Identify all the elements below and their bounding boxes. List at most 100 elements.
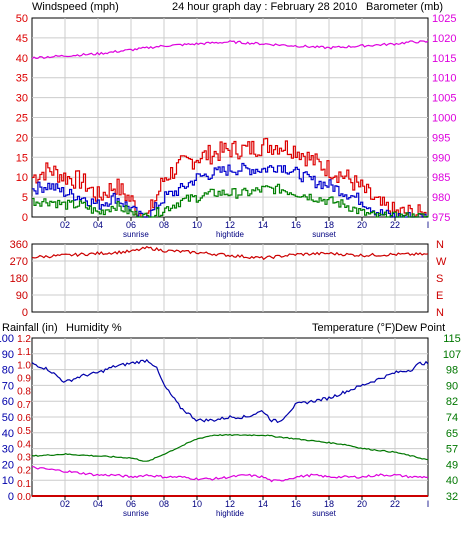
temperature-ytick-label: 98 [446,365,458,377]
wind-panel-xtick-label: 22 [390,220,400,230]
rainfall-ytick-label: 0.0 [17,492,31,503]
wind-ytick-label: 15 [16,152,28,164]
wind-ytick-label: 10 [16,172,28,184]
wind-ytick-label: 35 [16,73,28,85]
humidity-ytick-label: 30 [2,444,14,456]
humidity-panel-xtick-label: 16 [291,499,301,509]
humidity-panel-sunrise-label: sunrise [123,509,149,518]
wind-panel-xtick-label: 18 [324,220,334,230]
wind-ytick-label: 40 [16,53,28,65]
direction-compass-label: N [436,239,444,251]
barometer-ytick-label: 1020 [432,33,456,45]
barometer-ytick-label: 1015 [432,53,456,65]
wind-panel-sunset-label: sunset [312,230,336,239]
rainfall-ytick-label: 1.2 [17,334,31,345]
humidity-panel-xtick-end: I [427,499,430,509]
wind-ytick-label: 25 [16,113,28,125]
humidity-panel-xtick-label: 18 [324,499,334,509]
temperature-ytick-label: 32 [446,491,458,503]
direction-series-line [31,245,429,261]
temperature-ytick-label: 74 [446,412,458,424]
humidity-panel-xtick-label: 20 [357,499,367,509]
humidity-ytick-label: 0 [8,491,14,503]
humidity-ytick-label: 70 [2,380,14,392]
rainfall-axis-label: Rainfall (in) [2,322,58,334]
temperature-ytick-label: 49 [446,459,458,471]
wind-panel-xtick-label: 06 [126,220,136,230]
barometer-ytick-label: 985 [432,172,450,184]
wind-ytick-label: 20 [16,132,28,144]
temperature-ytick-label: 82 [446,396,458,408]
rainfall-ytick-label: 0.1 [17,479,31,490]
humidity-panel-xtick-label: 14 [258,499,268,509]
humidity-ytick-label: 20 [2,459,14,471]
humidity-panel-xtick-label: 04 [93,499,103,509]
wind-panel-xtick-label: 02 [60,220,70,230]
wind-panel-xtick-label: 14 [258,220,268,230]
humidity-panel-xtick-label: 10 [192,499,202,509]
wind-ytick-label: 45 [16,33,28,45]
barometer-ytick-label: 995 [432,132,450,144]
humidity-series-line-0 [31,358,429,424]
wind-ytick-label: 5 [22,192,28,204]
barometer-axis-label: Barometer (mb) [366,1,443,13]
humidity-panel-xtick-label: 22 [390,499,400,509]
humidity-ytick-label: 60 [2,396,14,408]
barometer-ytick-label: 990 [432,152,450,164]
barometer-ytick-label: 975 [432,212,450,224]
wind-ytick-label: 0 [22,212,28,224]
direction-ytick-label: 360 [10,239,28,251]
direction-compass-label: N [436,307,444,319]
temperature-ytick-label: 57 [446,444,458,456]
rainfall-ytick-label: 0.3 [17,453,31,464]
wind-panel-xtick-label: 10 [192,220,202,230]
direction-compass-label: S [436,273,443,285]
wind-ytick-label: 50 [16,13,28,25]
wind-panel-xtick-label: 08 [159,220,169,230]
humidity-panel-hightide-label: hightide [216,509,245,518]
humidity-ytick-label: 100 [0,333,14,345]
temperature-ytick-label: 115 [443,333,461,345]
direction-ytick-label: 0 [22,307,28,319]
rainfall-ytick-label: 1.0 [17,360,31,371]
barometer-ytick-label: 1010 [432,73,456,85]
humidity-panel-xtick-label: 08 [159,499,169,509]
wind-panel-xtick-label: 12 [225,220,235,230]
chart-title: 24 hour graph day : February 28 2010 [172,1,357,13]
humidity-series-line-1 [31,433,429,462]
wind-series-line-3 [31,40,429,60]
humidity-ytick-label: 90 [2,349,14,361]
barometer-ytick-label: 1000 [432,113,456,125]
wind-panel-xtick-label: 16 [291,220,301,230]
rainfall-ytick-label: 0.8 [17,387,31,398]
rainfall-ytick-label: 0.5 [17,426,31,437]
humidity-temperature-panel: 0 10 20 30 40 50 60 70 80 90 100 0.0 0.1 0.2 0.3 0.4 0.5… [0,333,461,518]
rainfall-ytick-label: 1.1 [17,347,31,358]
wind-series-line-0 [32,137,428,218]
humidity-series-line-2 [31,466,429,483]
wind-barometer-panel: 0510152025303540455097598098599099510001… [16,13,457,239]
barometer-ytick-label: 1005 [432,93,456,105]
wind-panel-xtick-label: 04 [93,220,103,230]
humidity-ytick-label: 50 [2,412,14,424]
rainfall-ytick-label: 0.6 [17,413,31,424]
temperature-ytick-label: 107 [443,349,461,361]
rainfall-ytick-label: 0.7 [17,400,31,411]
temperature-ytick-label: 40 [446,475,458,487]
direction-ytick-label: 180 [10,273,28,285]
wind-series-line-2 [32,183,429,218]
barometer-ytick-label: 1025 [432,13,456,25]
wind-panel-hightide-label: hightide [216,230,245,239]
humidity-ytick-label: 40 [2,428,14,440]
rainfall-ytick-label: 0.9 [17,374,31,385]
direction-ytick-label: 270 [10,256,28,268]
wind-ytick-label: 30 [16,93,28,105]
windspeed-axis-label: Windspeed (mph) [32,1,119,13]
temperature-ytick-label: 65 [446,428,458,440]
humidity-panel-sunset-label: sunset [312,509,336,518]
wind-panel-xtick-end: I [427,220,430,230]
humidity-panel-xtick-label: 12 [225,499,235,509]
